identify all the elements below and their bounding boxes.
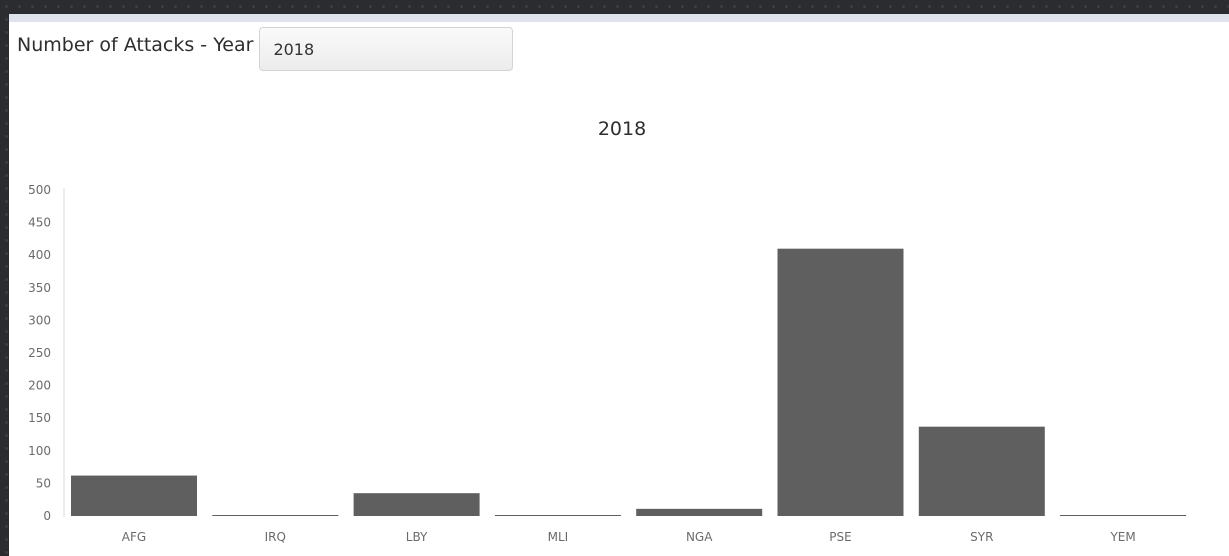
y-axis-ticks: 0 50 100 150 200 250 300 350 400 450 500	[28, 183, 51, 523]
y-tick-label: 250	[28, 346, 51, 360]
x-tick-label: NGA	[686, 530, 713, 544]
x-tick-label: IRQ	[265, 530, 286, 544]
x-tick-label: YEM	[1109, 530, 1135, 544]
x-axis-ticks: AFG IRQ LBY MLI NGA PSE SYR YEM	[122, 530, 1136, 544]
y-tick-label: 400	[28, 248, 51, 262]
y-tick-label: 0	[43, 509, 51, 523]
bar-irq[interactable]	[212, 515, 339, 516]
y-tick-label: 350	[28, 281, 51, 295]
year-filter-label: Number of Attacks - Year	[17, 34, 254, 56]
bar-lby[interactable]	[353, 493, 480, 516]
year-select-value: 2018	[273, 39, 315, 59]
bar-pse[interactable]	[777, 248, 904, 516]
bar-yem[interactable]	[1060, 515, 1187, 516]
bar-mli[interactable]	[494, 515, 621, 516]
x-tick-label: AFG	[122, 530, 146, 544]
chart-title: 2018	[598, 118, 646, 140]
x-tick-label: SYR	[970, 530, 993, 544]
y-tick-label: 150	[28, 411, 51, 425]
y-tick-label: 500	[28, 183, 51, 197]
x-tick-label: PSE	[829, 530, 851, 544]
chart-panel	[9, 14, 1229, 556]
bars	[71, 248, 1187, 516]
x-tick-label: MLI	[548, 530, 569, 544]
y-tick-label: 100	[28, 444, 51, 458]
y-tick-label: 200	[28, 379, 51, 393]
header-row: Number of Attacks - Year 2018	[17, 26, 514, 72]
y-tick-label: 300	[28, 313, 51, 327]
x-tick-label: LBY	[406, 530, 428, 544]
y-tick-label: 450	[28, 216, 51, 230]
bar-syr[interactable]	[918, 426, 1045, 516]
bar-nga[interactable]	[636, 508, 763, 516]
bar-afg[interactable]	[71, 475, 197, 516]
year-select[interactable]: 2018	[259, 27, 514, 71]
y-tick-label: 50	[36, 476, 51, 490]
